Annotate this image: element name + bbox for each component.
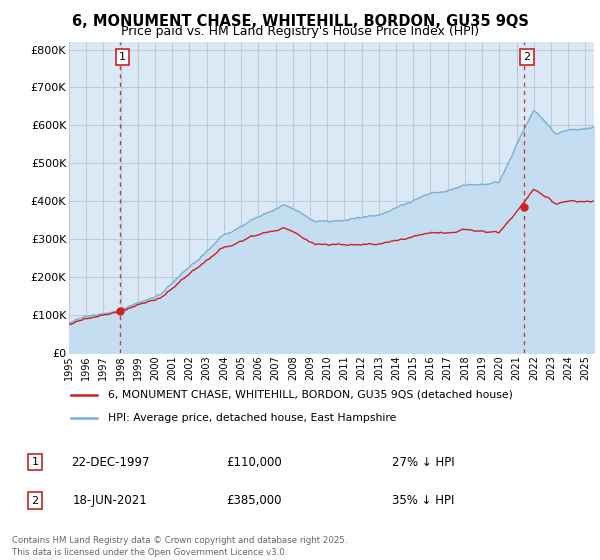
Text: 6, MONUMENT CHASE, WHITEHILL, BORDON, GU35 9QS: 6, MONUMENT CHASE, WHITEHILL, BORDON, GU…: [71, 14, 529, 29]
Text: £110,000: £110,000: [226, 456, 282, 469]
Text: 1: 1: [32, 458, 38, 468]
Text: 2: 2: [31, 496, 38, 506]
Text: 2: 2: [523, 52, 530, 62]
Text: HPI: Average price, detached house, East Hampshire: HPI: Average price, detached house, East…: [107, 413, 396, 423]
Text: Price paid vs. HM Land Registry's House Price Index (HPI): Price paid vs. HM Land Registry's House …: [121, 25, 479, 38]
Text: 6, MONUMENT CHASE, WHITEHILL, BORDON, GU35 9QS (detached house): 6, MONUMENT CHASE, WHITEHILL, BORDON, GU…: [107, 390, 512, 400]
Text: 1: 1: [119, 52, 126, 62]
Text: Contains HM Land Registry data © Crown copyright and database right 2025.
This d: Contains HM Land Registry data © Crown c…: [12, 536, 347, 557]
Text: 35% ↓ HPI: 35% ↓ HPI: [392, 494, 455, 507]
Text: 22-DEC-1997: 22-DEC-1997: [71, 456, 149, 469]
Text: 18-JUN-2021: 18-JUN-2021: [73, 494, 147, 507]
Text: £385,000: £385,000: [226, 494, 281, 507]
Text: 27% ↓ HPI: 27% ↓ HPI: [392, 456, 455, 469]
